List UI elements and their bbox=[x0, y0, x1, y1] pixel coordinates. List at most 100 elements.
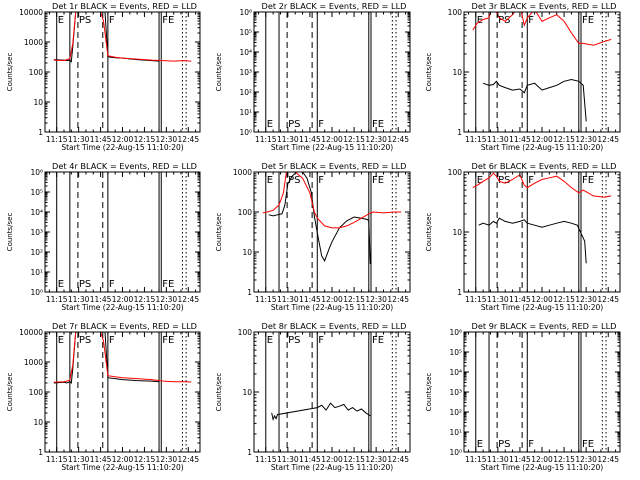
plot-frame bbox=[463, 331, 621, 453]
y-axis-label: Counts/sec bbox=[6, 213, 14, 252]
y-tick-label: 10000 bbox=[19, 8, 43, 17]
x-tick-label: 12:15 bbox=[343, 135, 365, 144]
x-tick-label: 12:00 bbox=[321, 455, 343, 464]
plot-frame bbox=[44, 11, 201, 133]
y-tick-label: 10³ bbox=[449, 388, 462, 397]
marker-label: E bbox=[58, 335, 64, 346]
x-axis-label: Start Time (22-Aug-15 11:10:20) bbox=[61, 463, 183, 472]
marker-label: FE bbox=[372, 119, 384, 130]
y-tick-label: 10000 bbox=[19, 328, 43, 337]
x-tick-label: 11:45 bbox=[90, 135, 112, 144]
y-tick-label: 10⁴ bbox=[239, 48, 252, 57]
series-line-events bbox=[271, 402, 371, 422]
x-tick-label: 11:30 bbox=[68, 135, 90, 144]
marker-label: FE bbox=[582, 439, 594, 450]
y-tick-label: 10¹ bbox=[239, 108, 252, 117]
marker-label: PS bbox=[288, 335, 300, 346]
x-tick-label: 12:15 bbox=[134, 455, 156, 464]
marker-label: FE bbox=[372, 335, 384, 346]
x-axis-label: Start Time (22-Aug-15 11:10:20) bbox=[61, 143, 183, 152]
x-tick-label: 12:15 bbox=[343, 455, 365, 464]
y-tick-label: 100 bbox=[448, 168, 463, 177]
y-tick-label: 10⁵ bbox=[449, 348, 462, 357]
y-axis-label: Counts/sec bbox=[215, 213, 223, 252]
x-tick-label: 12:30 bbox=[575, 135, 597, 144]
series-line-events bbox=[268, 172, 371, 265]
marker-label: PS bbox=[498, 439, 510, 450]
x-tick-label: 12:00 bbox=[112, 295, 134, 304]
x-tick-label: 12:45 bbox=[177, 455, 199, 464]
x-tick-label: 12:00 bbox=[531, 295, 553, 304]
y-tick-label: 10² bbox=[449, 408, 462, 417]
marker-label: F bbox=[318, 335, 324, 346]
x-axis-label: Start Time (22-Aug-15 11:10:20) bbox=[61, 303, 183, 312]
plot-frame bbox=[253, 331, 411, 453]
x-tick-label: 11:15 bbox=[46, 295, 68, 304]
x-tick-label: 11:45 bbox=[90, 295, 112, 304]
marker-label: F bbox=[528, 439, 534, 450]
x-tick-label: 11:15 bbox=[46, 135, 68, 144]
y-tick-label: 10 bbox=[33, 98, 43, 107]
marker-label: E bbox=[477, 439, 483, 450]
x-tick-label: 12:45 bbox=[177, 295, 199, 304]
x-tick-label: 12:30 bbox=[156, 135, 178, 144]
x-tick-label: 12:15 bbox=[553, 295, 575, 304]
plot-frame bbox=[253, 11, 411, 133]
y-axis-label: Counts/sec bbox=[425, 53, 433, 92]
y-tick-label: 10⁶ bbox=[239, 8, 252, 17]
x-tick-label: 12:30 bbox=[365, 455, 387, 464]
y-tick-label: 1000 bbox=[233, 168, 252, 177]
marker-label: F bbox=[528, 175, 534, 186]
panel-title: Det 5r BLACK = Events, RED = LLD bbox=[262, 161, 407, 171]
x-tick-label: 11:15 bbox=[46, 455, 68, 464]
x-tick-label: 12:30 bbox=[575, 455, 597, 464]
series-line-events bbox=[478, 217, 587, 264]
y-tick-label: 10 bbox=[242, 248, 252, 257]
marker-label: PS bbox=[79, 15, 91, 26]
y-tick-label: 10⁴ bbox=[30, 208, 43, 217]
y-tick-label: 100 bbox=[29, 68, 44, 77]
marker-label: PS bbox=[79, 279, 91, 290]
x-tick-label: 12:15 bbox=[134, 135, 156, 144]
panel-title: Det 2r BLACK = Events, RED = LLD bbox=[262, 1, 407, 11]
x-tick-label: 11:30 bbox=[277, 295, 299, 304]
plot-frame bbox=[44, 171, 201, 293]
y-tick-label: 10 bbox=[33, 418, 43, 427]
marker-label: PS bbox=[288, 119, 300, 130]
y-axis-label: Counts/sec bbox=[425, 213, 433, 252]
x-axis-label: Start Time (22-Aug-15 11:10:20) bbox=[271, 463, 393, 472]
y-tick-label: 10² bbox=[239, 88, 252, 97]
x-tick-label: 11:45 bbox=[509, 295, 531, 304]
x-tick-label: 12:00 bbox=[112, 455, 134, 464]
x-tick-label: 12:45 bbox=[597, 135, 619, 144]
marker-label: FE bbox=[582, 175, 594, 186]
y-tick-label: 10¹ bbox=[30, 268, 43, 277]
x-tick-label: 12:45 bbox=[597, 455, 619, 464]
x-tick-label: 11:45 bbox=[509, 135, 531, 144]
marker-label: E bbox=[267, 119, 273, 130]
y-tick-label: 10³ bbox=[239, 68, 252, 77]
x-tick-label: 12:00 bbox=[531, 455, 553, 464]
y-tick-label: 10 bbox=[452, 228, 462, 237]
x-tick-label: 12:30 bbox=[156, 295, 178, 304]
x-tick-label: 11:45 bbox=[299, 295, 321, 304]
y-tick-label: 10⁰ bbox=[30, 288, 43, 297]
x-tick-label: 11:15 bbox=[255, 135, 277, 144]
plot-frame bbox=[463, 171, 621, 293]
x-tick-label: 11:30 bbox=[277, 135, 299, 144]
marker-label: F bbox=[109, 279, 115, 290]
y-tick-label: 10⁶ bbox=[30, 168, 43, 177]
marker-label: FE bbox=[162, 15, 174, 26]
marker-label: E bbox=[58, 15, 64, 26]
x-tick-label: 12:15 bbox=[553, 455, 575, 464]
x-tick-label: 11:15 bbox=[255, 455, 277, 464]
x-tick-label: 11:45 bbox=[509, 455, 531, 464]
y-tick-label: 10⁵ bbox=[30, 188, 43, 197]
y-tick-label: 10¹ bbox=[449, 428, 462, 437]
series-line-lld bbox=[472, 12, 612, 46]
x-tick-label: 11:15 bbox=[465, 135, 487, 144]
plot-frame bbox=[253, 171, 411, 293]
y-axis-label: Counts/sec bbox=[6, 373, 14, 412]
